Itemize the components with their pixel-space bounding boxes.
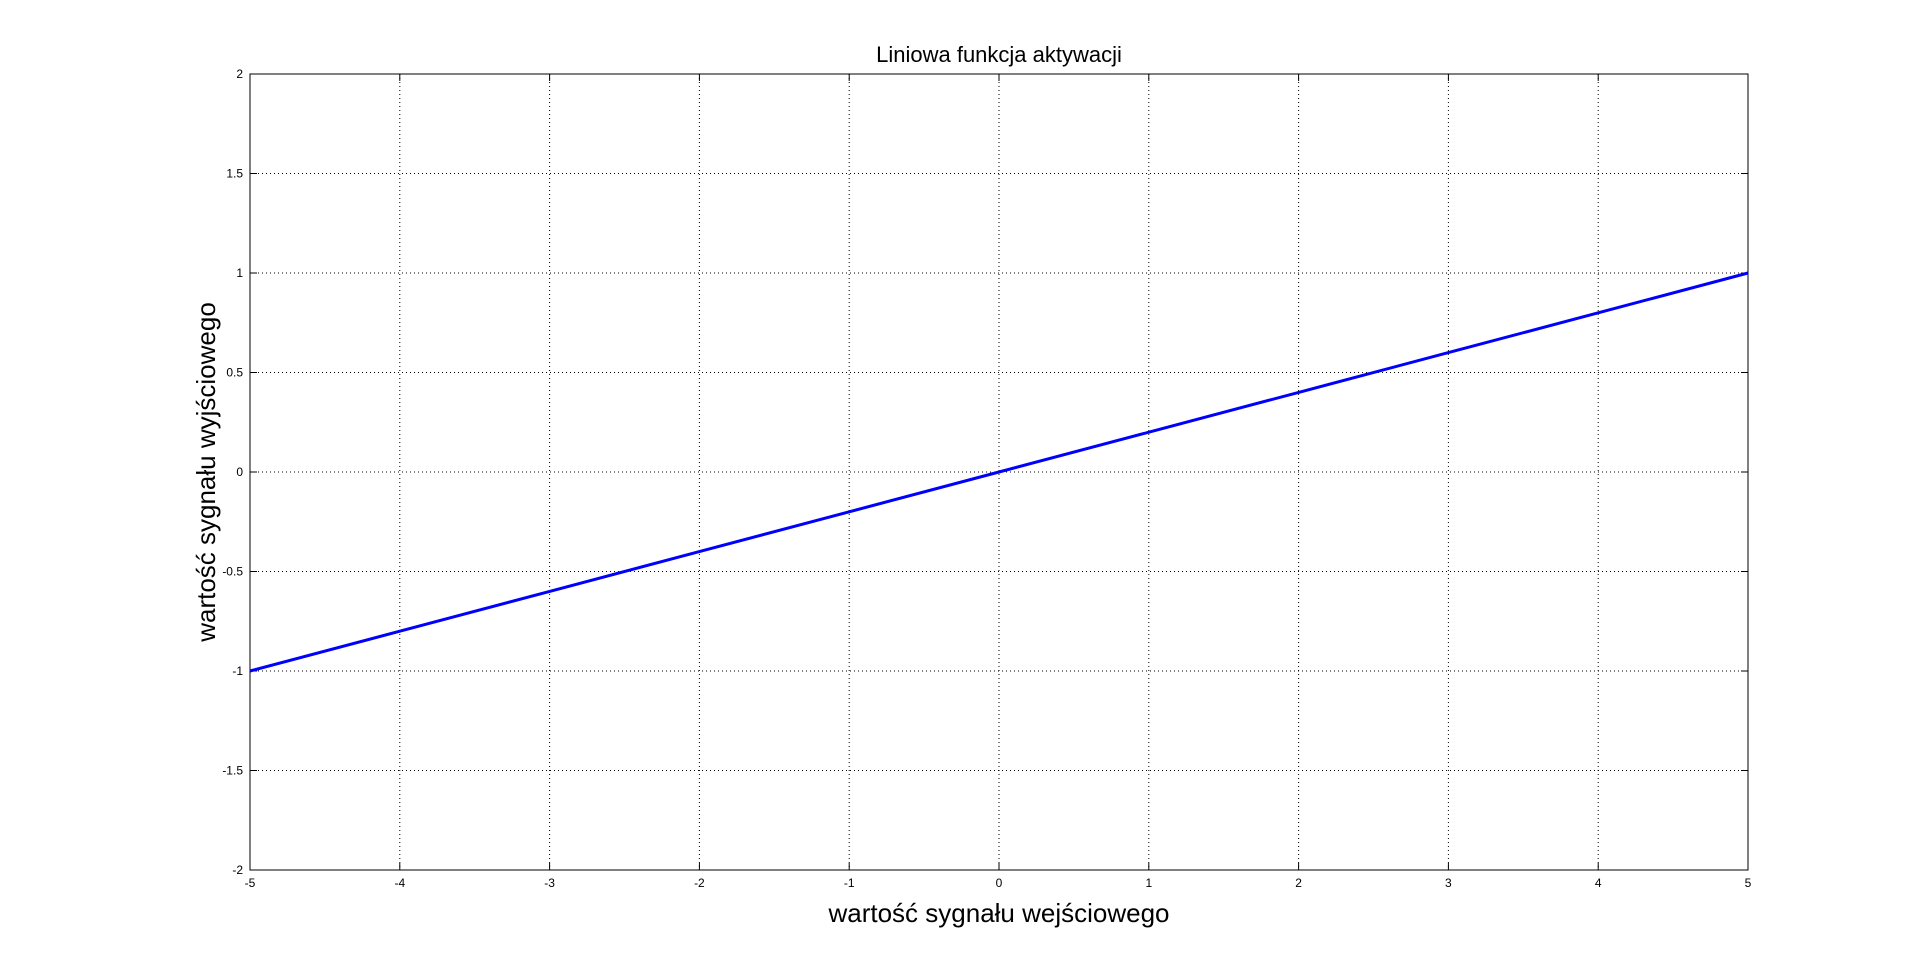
- x-tick-label: -2: [694, 876, 705, 890]
- x-tick-label: -4: [394, 876, 405, 890]
- axis-ticks: [249, 73, 1749, 871]
- x-tick-labels: -5 -4 -3 -2 -1 0 1 2 3 4 5: [245, 876, 1752, 890]
- x-tick-label: 4: [1595, 876, 1602, 890]
- series-line: [249, 271, 1749, 673]
- x-tick-label: 0: [996, 876, 1003, 890]
- y-tick-label: -1: [232, 664, 243, 678]
- y-tick-label: -1.5: [222, 764, 243, 778]
- chart-title: Liniowa funkcja aktywacji: [876, 42, 1122, 67]
- x-tick-label: 5: [1745, 876, 1752, 890]
- x-axis-label: wartość sygnału wejściowego: [827, 898, 1169, 928]
- y-tick-labels: -2 -1.5 -1 -0.5 0 0.5 1 1.5 2: [222, 67, 243, 877]
- y-tick-label: 1: [236, 266, 243, 280]
- y-tick-label: 0: [236, 465, 243, 479]
- y-tick-label: 2: [236, 67, 243, 81]
- y-tick-label: -2: [232, 863, 243, 877]
- y-axis-label: wartość sygnału wyjściowego: [191, 302, 221, 643]
- x-tick-label: 1: [1145, 876, 1152, 890]
- x-tick-label: -5: [245, 876, 256, 890]
- series: [249, 271, 1749, 673]
- y-tick-label: 1.5: [226, 167, 243, 181]
- y-tick-label: -0.5: [222, 565, 243, 579]
- x-tick-label: -1: [844, 876, 855, 890]
- y-tick-label: 0.5: [226, 366, 243, 380]
- x-tick-label: 3: [1445, 876, 1452, 890]
- x-tick-label: -3: [544, 876, 555, 890]
- x-tick-label: 2: [1295, 876, 1302, 890]
